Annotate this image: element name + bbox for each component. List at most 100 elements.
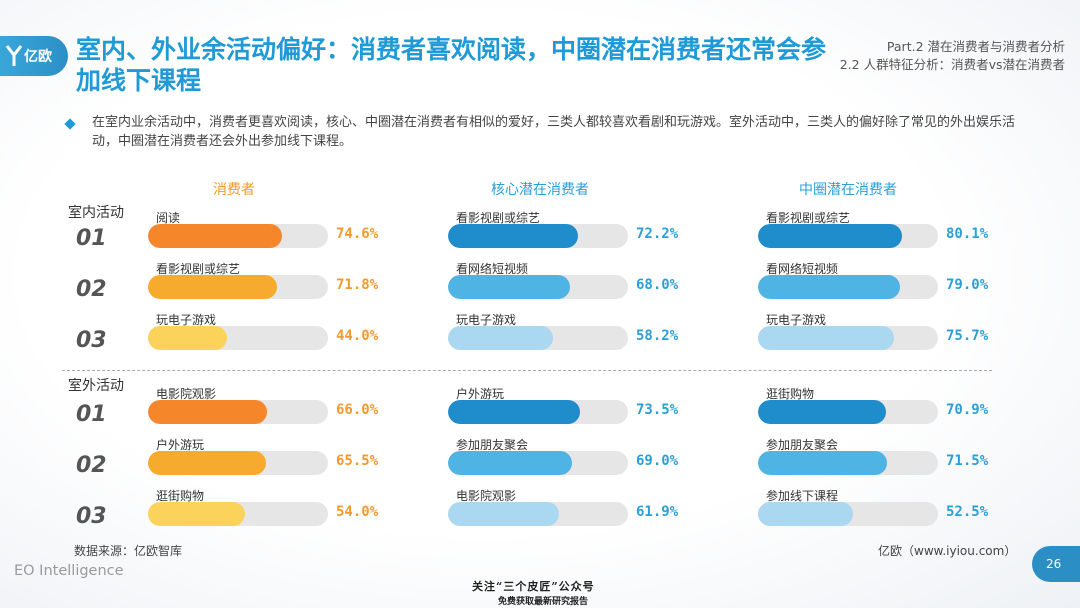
bar-value-label: 75.7%: [946, 328, 989, 344]
yiou-logo: 亿欧: [0, 36, 68, 76]
watermark-line-2: 免费获取最新研究报告: [498, 597, 589, 607]
bar-label: 玩电子游戏: [156, 313, 217, 327]
bar-track: [148, 224, 328, 248]
bar: [758, 224, 903, 248]
bar-cell: 电影院观影 66.0%: [148, 385, 408, 429]
bar-cell: 看影视剧或综艺 72.2%: [448, 209, 708, 253]
bar-cell: 玩电子游戏 75.7%: [758, 311, 1018, 355]
bar: [148, 451, 266, 475]
bar: [448, 502, 560, 526]
bar-value-label: 54.0%: [336, 504, 379, 520]
bar-value-label: 71.5%: [946, 453, 989, 469]
bar-track: [448, 224, 628, 248]
bar-cell: 户外游玩 65.5%: [148, 436, 408, 480]
watermark-line-1: 关注“三个皮匠”公众号: [472, 580, 595, 593]
group-header-consumers: 消费者: [213, 182, 255, 198]
bar-cell: 参加朋友聚会 69.0%: [448, 436, 708, 480]
bar-cell: 逛街购物 70.9%: [758, 385, 1018, 429]
bar: [148, 224, 283, 248]
footer-brand: EO Intelligence: [14, 563, 124, 579]
bar-track: [758, 326, 938, 350]
bar-cell: 阅读 74.6%: [148, 209, 408, 253]
section-label-outdoor: 室外活动: [68, 378, 124, 394]
bar-label: 阅读: [156, 211, 181, 225]
bar-value-label: 68.0%: [636, 277, 679, 293]
bar: [448, 326, 553, 350]
bar-cell: 电影院观影 61.9%: [448, 487, 708, 531]
bar-value-label: 80.1%: [946, 226, 989, 242]
bar-label: 看影视剧或综艺: [456, 211, 541, 225]
bar-track: [758, 224, 938, 248]
bar-cell: 看网络短视频 79.0%: [758, 260, 1018, 304]
bar-label: 电影院观影: [456, 489, 517, 503]
bar-label: 看网络短视频: [456, 262, 529, 276]
bar-value-label: 71.8%: [336, 277, 379, 293]
rank-outdoor-3: 03: [76, 504, 107, 529]
bar-value-label: 72.2%: [636, 226, 679, 242]
bar-cell: 玩电子游戏 44.0%: [148, 311, 408, 355]
bar: [758, 326, 895, 350]
bar-value-label: 69.0%: [636, 453, 679, 469]
bar-cell: 看影视剧或综艺 80.1%: [758, 209, 1018, 253]
bar-cell: 玩电子游戏 58.2%: [448, 311, 708, 355]
bar: [448, 275, 571, 299]
bar-track: [148, 502, 328, 526]
page-title: 室内、外业余活动偏好：消费者喜欢阅读，中圈潜在消费者还常会参加线下课程: [76, 35, 827, 95]
bar-cell: 看网络短视频 68.0%: [448, 260, 708, 304]
bar-track: [758, 502, 938, 526]
bar-track: [448, 400, 628, 424]
bar-track: [148, 275, 328, 299]
bar-value-label: 79.0%: [946, 277, 989, 293]
bar-label: 逛街购物: [766, 387, 815, 401]
bar-cell: 看影视剧或综艺 71.8%: [148, 260, 408, 304]
bar-value-label: 65.5%: [336, 453, 379, 469]
bar: [148, 502, 246, 526]
bar: [148, 275, 278, 299]
bar-track: [448, 451, 628, 475]
page-number: 26: [1032, 546, 1080, 582]
bar-label: 玩电子游戏: [766, 313, 827, 327]
bar: [758, 400, 886, 424]
section-breadcrumb: Part.2 潜在消费者与消费者分析 2.2 人群特征分析：消费者vs潜在消费者: [840, 38, 1065, 74]
bar-label: 户外游玩: [456, 387, 505, 401]
bar-label: 户外游玩: [156, 438, 205, 452]
bar-label: 电影院观影: [156, 387, 217, 401]
bar-value-label: 61.9%: [636, 504, 679, 520]
bar-track: [758, 451, 938, 475]
bar-cell: 户外游玩 73.5%: [448, 385, 708, 429]
bar-cell: 参加朋友聚会 71.5%: [758, 436, 1018, 480]
rank-indoor-1: 01: [76, 226, 107, 251]
bar-track: [148, 326, 328, 350]
bar: [448, 451, 573, 475]
rank-indoor-2: 02: [76, 277, 107, 302]
credit-text: 亿欧（www.iyiou.com）: [878, 544, 1017, 558]
bar-label: 看影视剧或综艺: [156, 262, 241, 276]
bar-label: 玩电子游戏: [456, 313, 517, 327]
logo-y-icon: [6, 45, 22, 66]
bar-cell: 逛街购物 54.0%: [148, 487, 408, 531]
bar-cell: 参加线下课程 52.5%: [758, 487, 1018, 531]
group-header-middle: 中圈潜在消费者: [799, 182, 897, 198]
bar-value-label: 58.2%: [636, 328, 679, 344]
bar-label: 看网络短视频: [766, 262, 839, 276]
bar: [148, 400, 267, 424]
bar-label: 逛街购物: [156, 489, 205, 503]
bar: [758, 275, 901, 299]
rank-outdoor-1: 01: [76, 402, 107, 427]
bar-track: [448, 326, 628, 350]
bar: [448, 400, 581, 424]
bar-track: [758, 400, 938, 424]
data-source: 数据来源：亿欧智库: [74, 544, 183, 558]
bar-track: [758, 275, 938, 299]
bar-value-label: 74.6%: [336, 226, 379, 242]
bar-track: [148, 451, 328, 475]
summary-text: 在室内业余活动中，消费者更喜欢阅读，核心、中圈潜在消费者有相似的爱好，三类人都较…: [92, 115, 1016, 149]
section-label-indoor: 室内活动: [68, 205, 124, 221]
bar: [148, 326, 228, 350]
bar-value-label: 73.5%: [636, 402, 679, 418]
rank-indoor-3: 03: [76, 328, 107, 353]
bar-label: 看影视剧或综艺: [766, 211, 851, 225]
bar-value-label: 70.9%: [946, 402, 989, 418]
bar-label: 参加线下课程: [766, 489, 839, 503]
bar-value-label: 52.5%: [946, 504, 989, 520]
